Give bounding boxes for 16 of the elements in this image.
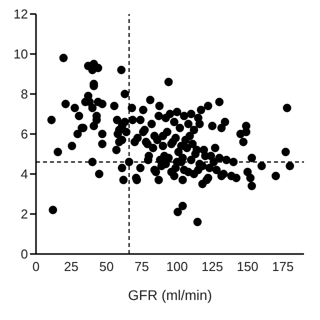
x-axis-title: GFR (ml/min) <box>128 287 212 303</box>
y-tick-label: 0 <box>20 246 28 262</box>
y-tick-label: 6 <box>20 126 28 142</box>
y-tick-label: 10 <box>14 46 28 62</box>
x-tick-label: 175 <box>272 259 294 274</box>
x-tick-label: 150 <box>236 259 258 274</box>
y-tick-label: 8 <box>20 86 28 102</box>
x-tick-label: 0 <box>32 259 40 274</box>
x-tick-label: 75 <box>134 259 150 274</box>
x-tick-label: 100 <box>166 259 188 274</box>
y-tick-label: 12 <box>14 6 28 22</box>
x-tick-label: 125 <box>201 259 224 274</box>
x-tick-label: 50 <box>99 259 114 274</box>
x-tick-label: 25 <box>64 259 78 274</box>
y-tick-label: 4 <box>20 166 28 182</box>
y-tick-label: 2 <box>20 206 28 222</box>
